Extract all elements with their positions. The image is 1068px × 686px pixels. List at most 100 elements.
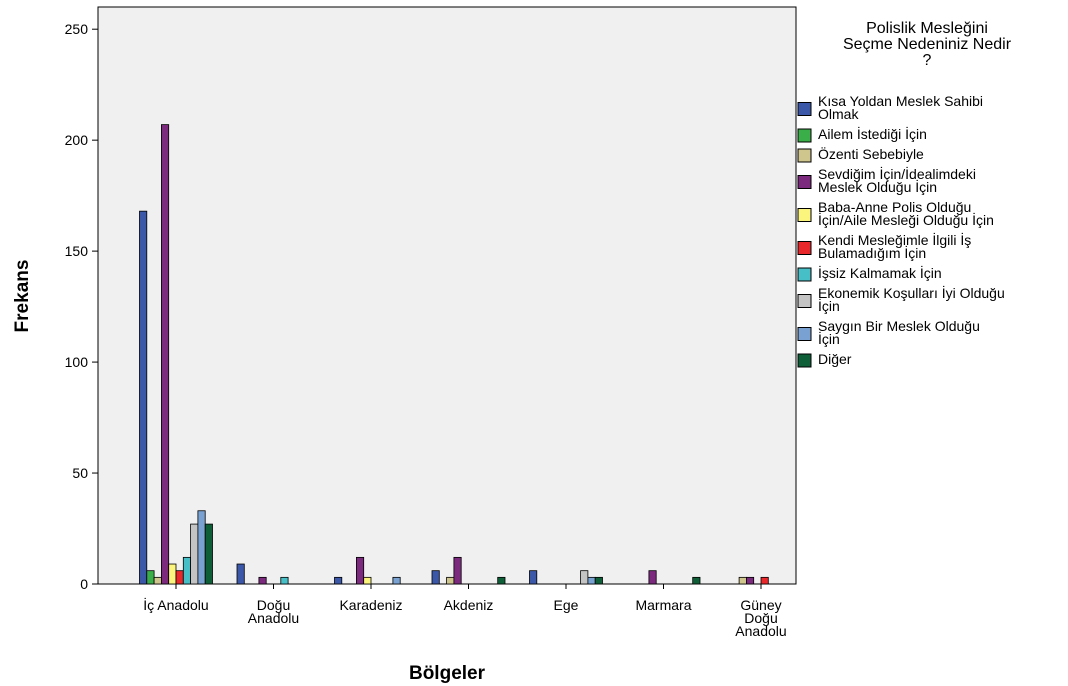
- bar: [746, 576, 755, 585]
- legend-swatch: [797, 241, 812, 255]
- legend-swatch: [797, 267, 812, 282]
- y-tick-label: 150: [65, 243, 89, 259]
- x-tick-label-line: Doğu: [257, 597, 290, 613]
- legend-swatch: [797, 208, 812, 222]
- legend-label-line: Özenti Sebebiyle: [818, 145, 924, 162]
- legend-label: Kısa Yoldan Meslek Sahibi Olmak: [818, 93, 983, 122]
- x-axis-title: Bölgeler: [409, 663, 486, 684]
- x-tick-label-line: Akdeniz: [444, 597, 494, 613]
- bar: [146, 570, 155, 585]
- bar: [175, 570, 184, 585]
- plot-area: [97, 6, 797, 585]
- legend-label-line: Ailem İstediği İçin: [818, 125, 927, 142]
- legend-swatch: [797, 148, 812, 163]
- legend-label: Baba-Anne Polis Olduğu İçin/Aile Mesleği …: [818, 199, 994, 228]
- legend-label-line: İçin: [818, 297, 840, 314]
- bar: [738, 576, 747, 585]
- y-tick-label: 50: [72, 465, 88, 481]
- bar: [334, 576, 343, 585]
- bar: [453, 556, 462, 585]
- legend-swatch: [797, 128, 812, 143]
- legend-swatch: [797, 327, 812, 341]
- bar: [760, 576, 769, 585]
- legend-label-line: İçin: [818, 330, 840, 347]
- legend-label: Ailem İstediği İçin: [818, 125, 927, 142]
- legend-swatch: [797, 102, 812, 116]
- legend-label-line: İçin/Aile Mesleği Olduğu İçin: [818, 211, 994, 228]
- x-tick-label-line: Doğu: [744, 610, 777, 626]
- legend-label-line: Diğer: [818, 351, 852, 367]
- legend-swatch: [797, 175, 812, 189]
- x-tick-label-line: Anadolu: [248, 610, 299, 626]
- bar: [529, 570, 538, 585]
- bar: [280, 576, 289, 585]
- y-tick-label: 200: [65, 132, 89, 148]
- legend-label-line: İşsiz Kalmamak İçin: [818, 264, 942, 281]
- bar: [139, 210, 148, 585]
- legend-label-line: Kendi Mesleğimle İlgili İş: [818, 231, 971, 248]
- bar: [497, 576, 506, 585]
- x-tick-label: Ege: [554, 597, 579, 613]
- x-tick-label-line: Karadeniz: [339, 597, 402, 613]
- x-tick-label-line: İç Anadolu: [143, 596, 208, 613]
- legend-label: Ekonemik Koşulları İyi Olduğu İçin: [818, 284, 1005, 314]
- legend-label-line: Saygın Bir Meslek Olduğu: [818, 318, 980, 334]
- bar: [355, 556, 365, 585]
- bar: [363, 576, 372, 585]
- legend-label: Sevdiğim İçin/İdealimdeki Meslek Olduğu İ…: [818, 165, 976, 195]
- x-tick-label: Marmara: [635, 597, 691, 613]
- x-tick-label: Karadeniz: [339, 597, 402, 613]
- bars-group: [139, 124, 769, 585]
- legend-swatch: [797, 294, 812, 308]
- bar: [594, 576, 603, 585]
- x-tick-label: Akdeniz: [444, 597, 494, 613]
- legend-title: Seçme Nedeniniz Nedir: [843, 36, 1012, 53]
- bar: [190, 523, 199, 585]
- legend-label-line: Ekonemik Koşulları İyi Olduğu: [818, 284, 1005, 301]
- legend-label-line: Baba-Anne Polis Olduğu: [818, 199, 971, 215]
- legend-title: ?: [923, 52, 932, 69]
- bar: [197, 510, 206, 585]
- legend-label-line: Kısa Yoldan Meslek Sahibi: [818, 93, 983, 109]
- x-tick-label-line: Marmara: [635, 597, 691, 613]
- bar: [446, 576, 455, 585]
- bar: [160, 124, 170, 585]
- legend-label: Özenti Sebebiyle: [818, 145, 924, 162]
- legend-label-line: Bulamadığım İçin: [818, 244, 926, 261]
- legend-label: İşsiz Kalmamak İçin: [818, 264, 942, 281]
- legend-label-line: Olmak: [818, 106, 859, 122]
- legend-title: Polislik Mesleğini: [866, 20, 988, 37]
- bar: [587, 576, 596, 585]
- bar: [392, 576, 401, 585]
- legend-label: Saygın Bir Meslek Olduğu İçin: [818, 318, 980, 347]
- legend-label-line: Sevdiğim İçin/İdealimdeki: [818, 165, 976, 182]
- legend-swatch: [797, 353, 812, 368]
- legend-label: Kendi Mesleğimle İlgili İş Bulamadığım İç…: [818, 231, 971, 261]
- bar: [236, 563, 245, 585]
- x-tick-label: İç Anadolu: [143, 596, 208, 613]
- bar: [153, 576, 162, 585]
- legend-label: Diğer: [818, 351, 852, 367]
- x-tick-label-line: Ege: [554, 597, 579, 613]
- bar: [648, 570, 657, 585]
- bar: [258, 576, 267, 585]
- y-tick-label: 100: [65, 354, 89, 370]
- bar: [580, 570, 589, 585]
- y-axis: 0 50 100 150 200 250: [65, 21, 98, 592]
- bar: [692, 576, 701, 585]
- y-axis-title: Frekans: [12, 260, 33, 333]
- x-tick-label: Güney Doğu Anadolu: [735, 597, 786, 639]
- x-tick-label: Doğu Anadolu: [248, 597, 299, 626]
- bar: [182, 556, 192, 585]
- legend-label-line: Meslek Olduğu İçin: [818, 178, 937, 195]
- x-tick-label-line: Güney: [740, 597, 781, 613]
- y-tick-label: 0: [80, 576, 88, 592]
- bar: [168, 563, 177, 585]
- y-tick-label: 250: [65, 21, 89, 37]
- bar: [204, 523, 213, 585]
- bar: [431, 570, 440, 585]
- x-tick-label-line: Anadolu: [735, 623, 786, 639]
